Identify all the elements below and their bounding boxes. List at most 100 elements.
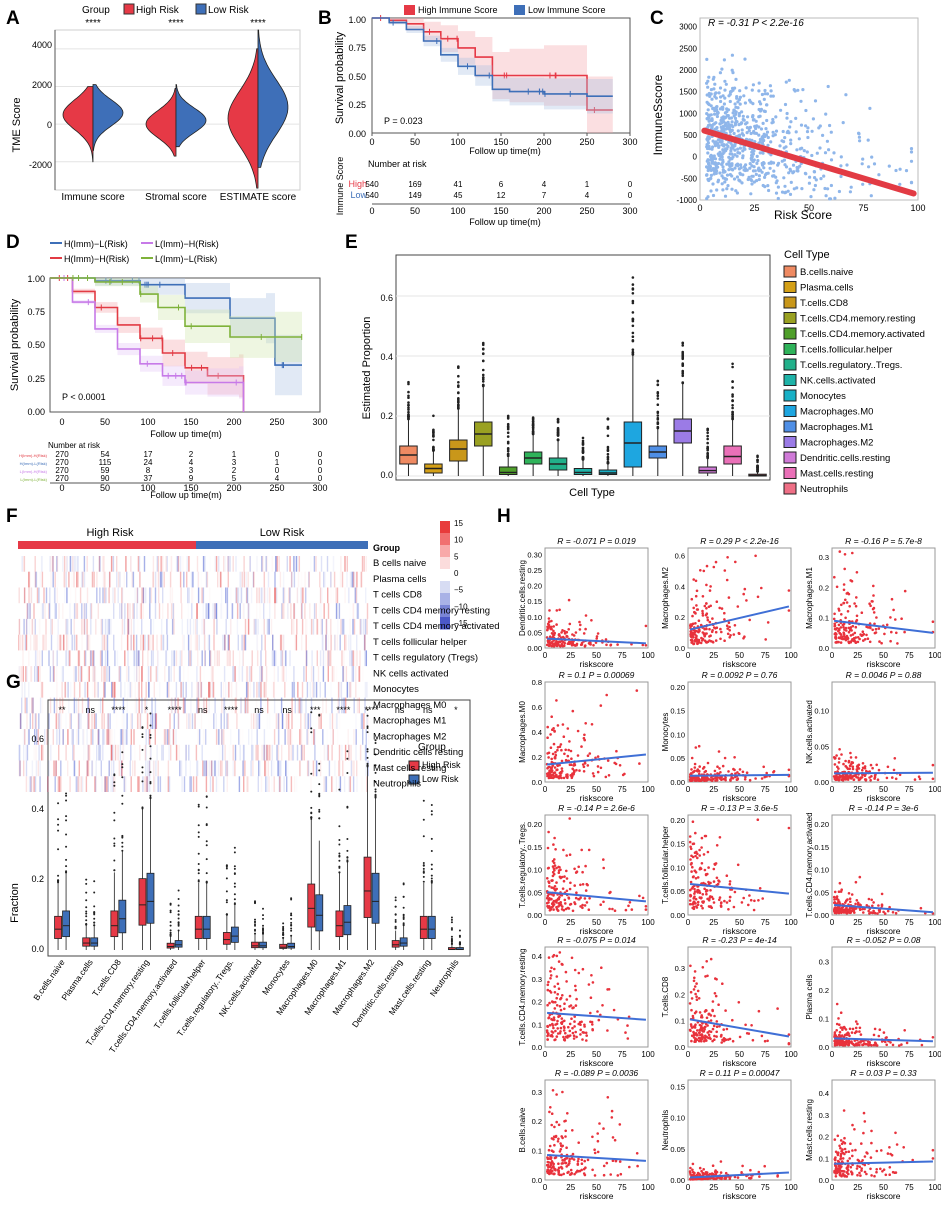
f-heat-cell <box>334 634 336 651</box>
f-heat-cell <box>142 634 144 651</box>
f-heat-cell <box>169 729 171 745</box>
c-point <box>709 88 714 92</box>
c-point <box>787 171 791 175</box>
h-point <box>843 637 847 640</box>
f-heat-cell <box>332 729 334 745</box>
f-heat-cell <box>259 681 261 698</box>
f-heat-cell <box>40 603 43 619</box>
g-outlier <box>149 712 152 715</box>
f-heat-cell <box>142 587 145 604</box>
f-heat-cell <box>367 760 369 777</box>
e-outlier <box>706 451 709 455</box>
g-outlier <box>402 882 405 885</box>
c-point <box>758 137 763 142</box>
c-point <box>848 190 853 194</box>
f-heat-cell <box>265 744 268 761</box>
f-heat-cell <box>220 571 222 588</box>
f-heat-cell <box>114 729 115 745</box>
h-point <box>705 892 708 896</box>
e-legend-swatch <box>783 296 797 309</box>
c-point <box>771 130 775 134</box>
c-point <box>713 144 718 148</box>
f-heat-cell <box>53 587 56 604</box>
f-heat-cell <box>346 681 349 698</box>
h-point <box>688 899 692 902</box>
g-outlier <box>346 860 349 863</box>
f-heat-cell <box>142 587 144 604</box>
g-outlier <box>225 913 228 916</box>
b-legend-swatch-low <box>514 5 525 15</box>
f-heat-cell <box>201 744 203 761</box>
h-point <box>863 765 867 768</box>
f-heat-cell <box>325 776 327 792</box>
f-heat-cell <box>307 729 309 745</box>
f-heat-cell <box>239 603 241 619</box>
h-point <box>567 628 570 631</box>
h-point <box>546 877 549 880</box>
f-heat-cell <box>230 729 232 745</box>
f-heat-cell <box>88 634 91 651</box>
f-heat-cell <box>287 761 288 777</box>
f-heat-cell <box>255 618 257 635</box>
f-heat-cell <box>239 744 241 761</box>
h-point <box>575 891 578 894</box>
f-heat-cell <box>339 571 342 588</box>
f-heat-cell <box>56 587 58 604</box>
e-outlier <box>457 385 460 389</box>
f-heat-cell <box>283 650 286 667</box>
f-heat-cell <box>34 571 37 588</box>
f-heat-cell <box>81 571 83 588</box>
f-heat-cell <box>274 571 276 588</box>
f-heat-cell <box>174 697 176 714</box>
f-heat-cell <box>287 603 289 619</box>
f-heat-cell <box>81 697 84 714</box>
h-point <box>556 724 560 727</box>
h-point <box>729 634 732 637</box>
f-heat-cell <box>104 681 106 698</box>
h-point <box>644 908 648 911</box>
f-heat-cell <box>113 634 115 651</box>
h-point <box>747 903 750 907</box>
g-outlier <box>121 794 124 797</box>
h-point <box>573 867 576 871</box>
c-point <box>785 111 789 116</box>
f-heat-cell <box>19 618 21 635</box>
e-outlier <box>731 412 734 416</box>
f-heat-cell <box>83 729 85 745</box>
f-heat-cell <box>102 634 104 651</box>
c-point <box>832 151 836 155</box>
h-point <box>690 756 694 760</box>
c-point <box>750 178 754 183</box>
h-point <box>917 775 921 778</box>
h-point <box>553 766 557 769</box>
g-outlier <box>254 918 256 921</box>
f-heat-cell <box>90 650 92 667</box>
f-heat-cell <box>343 666 345 682</box>
f-heat-cell <box>327 587 329 604</box>
f-heat-cell <box>205 760 207 777</box>
h-point <box>703 604 707 608</box>
f-heat-cell <box>189 760 191 777</box>
h-point <box>584 722 587 725</box>
e-outlier <box>656 426 660 429</box>
f-heat-cell <box>278 760 280 777</box>
g-outlier <box>262 924 264 927</box>
f-heat-cell <box>263 571 265 588</box>
f-heat-cell <box>127 618 130 635</box>
c-point <box>887 164 891 168</box>
e-outlier <box>481 347 485 351</box>
h-point <box>602 858 605 861</box>
h-point <box>845 629 848 632</box>
f-heat-cell <box>266 744 268 761</box>
f-heat-cell <box>245 697 248 714</box>
f-heat-cell <box>89 603 92 619</box>
g-outlier <box>149 794 152 797</box>
f-heat-cell <box>124 682 125 698</box>
f-heat-cell <box>340 681 343 698</box>
h-point <box>850 762 853 766</box>
f-heat-cell <box>171 697 173 714</box>
h-point <box>723 611 726 615</box>
f-heat-cell <box>313 729 315 745</box>
f-heat-cell <box>180 587 182 604</box>
h-point <box>555 623 558 626</box>
